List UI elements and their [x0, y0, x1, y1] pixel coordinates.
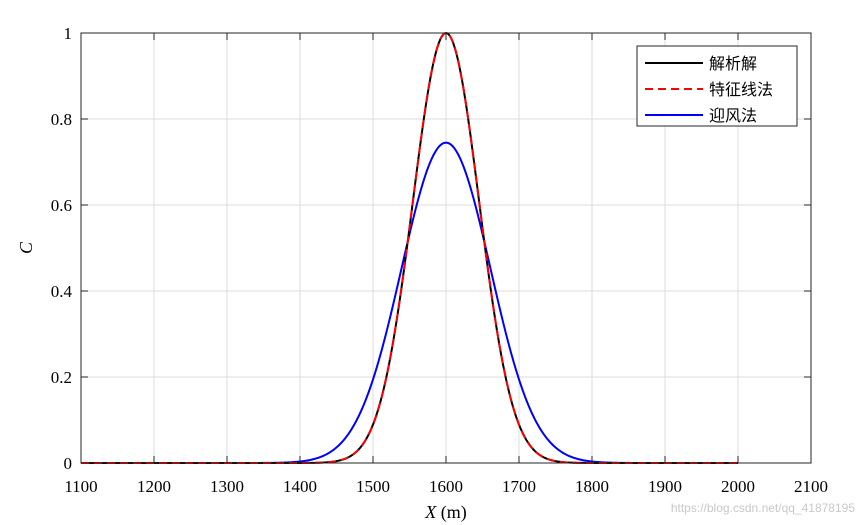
y-tick-label: 0.6 — [51, 196, 72, 215]
x-tick-label: 1400 — [283, 477, 317, 496]
x-axis-label: X (m) — [424, 502, 467, 523]
x-tick-label: 1200 — [137, 477, 171, 496]
x-tick-label: 1900 — [648, 477, 682, 496]
x-tick-labels: 1100 1200 1300 1400 1500 1600 1700 1800 1900 2000… — [64, 477, 828, 496]
y-tick-label: 0.4 — [51, 282, 73, 301]
legend-label-characteristic: 特征线法 — [709, 80, 773, 99]
legend-box — [636, 45, 798, 127]
x-tick-label: 1300 — [210, 477, 244, 496]
x-tick-label: 1800 — [575, 477, 609, 496]
x-tick-label: 1500 — [356, 477, 390, 496]
x-tick-label: 1100 — [64, 477, 97, 496]
y-tick-label: 1 — [64, 24, 73, 43]
y-tick-label: 0 — [64, 454, 73, 473]
x-tick-label: 2000 — [721, 477, 755, 496]
y-axis-label: C — [16, 241, 36, 254]
y-tick-label: 0.2 — [51, 368, 72, 387]
legend: 解析解 特征线法 迎风法 — [636, 45, 798, 127]
y-tick-label: 0.8 — [51, 110, 72, 129]
y-tick-labels: 0 0.2 0.4 0.6 0.8 1 — [51, 24, 73, 473]
legend-label-analytic: 解析解 — [709, 54, 757, 73]
x-tick-label: 1700 — [502, 477, 536, 496]
ticks — [80, 32, 812, 464]
x-tick-label: 1600 — [429, 477, 463, 496]
watermark-text: https://blog.csdn.net/qq_41878195 — [671, 501, 855, 515]
x-tick-label: 2100 — [794, 477, 828, 496]
legend-label-upwind: 迎风法 — [709, 106, 757, 125]
